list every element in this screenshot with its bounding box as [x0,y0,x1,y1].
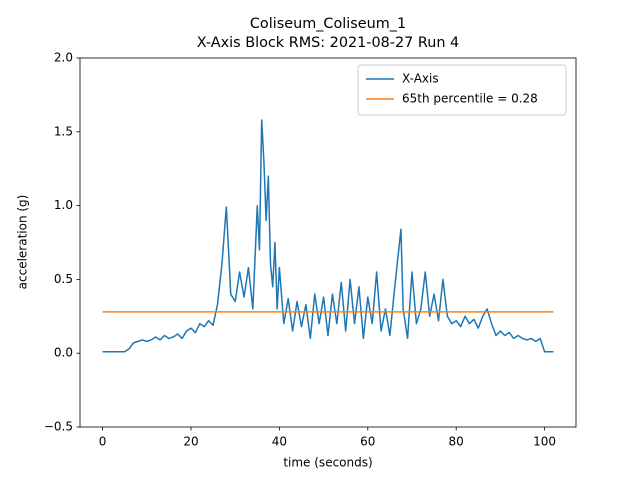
y-tick-label: 0.5 [54,272,73,286]
legend-label: 65th percentile = 0.28 [402,92,538,106]
y-tick-label: 1.5 [54,124,73,138]
x-tick-label: 80 [449,435,464,449]
y-tick-label: 0.0 [54,346,73,360]
legend-box [357,64,567,116]
y-tick-label: 2.0 [54,51,73,65]
x-tick-label: 20 [183,435,198,449]
x-tick-label: 60 [360,435,375,449]
x-axis-label: time (seconds) [283,456,372,470]
chart-title: Coliseum_Coliseum_1 [250,16,406,32]
x-tick-label: 0 [99,435,107,449]
y-tick-label: 1.0 [54,198,73,212]
data-line [102,119,554,353]
y-axis-label: acceleration (g) [16,195,30,290]
x-tick-label: 100 [533,435,556,449]
plot-frame [79,57,577,428]
y-tick-label: −0.5 [44,420,73,434]
chart-subtitle: X-Axis Block RMS: 2021-08-27 Run 4 [197,35,459,51]
legend-label: X-Axis [402,72,439,86]
x-tick-label: 40 [272,435,287,449]
